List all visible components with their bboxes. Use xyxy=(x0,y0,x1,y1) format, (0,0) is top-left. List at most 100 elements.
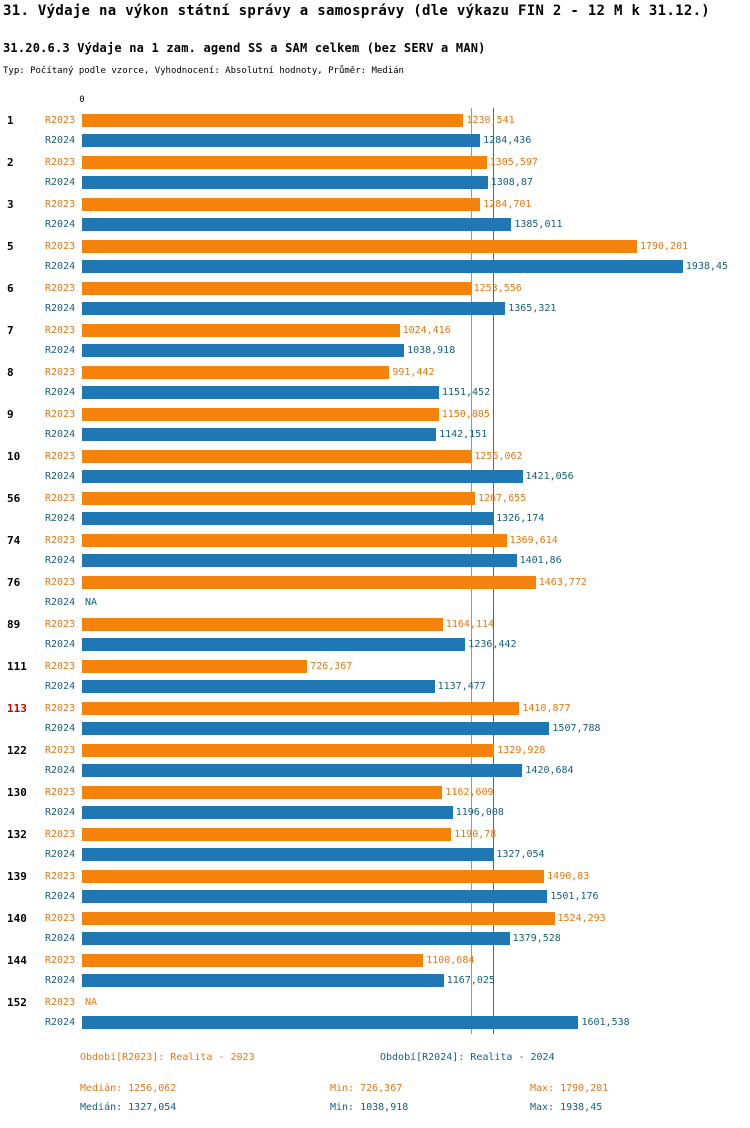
bar-value-label: 1100,684 xyxy=(426,954,475,966)
bar-track: 1507,788 xyxy=(82,721,702,735)
bar-track: 1421,056 xyxy=(82,469,702,483)
series-label-r2023: R2023 xyxy=(45,912,76,924)
bar-value-label: 1308,87 xyxy=(490,176,533,188)
bar-group: 139 R2023 1490,83 R2024 1501,176 xyxy=(0,866,750,906)
bar-group: 5 R2023 1790,201 R2024 1938,45 xyxy=(0,236,750,276)
series-label-r2024: R2024 xyxy=(45,554,76,566)
bar-value-label: 1401,86 xyxy=(519,554,562,566)
bar-track: 1190,78 xyxy=(82,827,702,841)
bar-value-label: 1369,614 xyxy=(509,534,558,546)
bar-track: 1490,83 xyxy=(82,869,702,883)
bar-track: 1253,556 xyxy=(82,281,702,295)
series-label-r2024: R2024 xyxy=(45,974,76,986)
bar-group: 152 R2023 NA R2024 1601,538 xyxy=(0,992,750,1032)
bar-track: 1385,011 xyxy=(82,217,702,231)
group-id: 5 xyxy=(7,239,14,253)
bar-r2023 xyxy=(82,239,637,253)
bar-row-r2024: R2024 1038,918 xyxy=(0,340,750,360)
bar-r2023 xyxy=(82,743,495,757)
stat-median-r2023: Medián: 1256,062 xyxy=(80,1083,177,1094)
group-id: 76 xyxy=(7,575,21,589)
bar-groups: 1 R2023 1230,541 R2024 1284,436 2 R2023 1305,59… xyxy=(0,110,750,1032)
bar-group: 7 R2023 1024,416 R2024 1038,918 xyxy=(0,320,750,360)
bar-value-label: NA xyxy=(85,596,98,608)
bar-track: 1305,597 xyxy=(82,155,702,169)
bar-row-r2024: R2024 1501,176 xyxy=(0,886,750,906)
legend-r2024: Období[R2024]: Realita - 2024 xyxy=(380,1052,555,1063)
bar-r2023 xyxy=(82,785,443,799)
series-label-r2024: R2024 xyxy=(45,806,76,818)
bar-track: 1501,176 xyxy=(82,889,702,903)
group-id: 130 xyxy=(7,785,27,799)
bar-group: 6 R2023 1253,556 R2024 1365,321 xyxy=(0,278,750,318)
bar-row-r2023: 8 R2023 991,442 xyxy=(0,362,750,382)
series-label-r2023: R2023 xyxy=(45,408,76,420)
bar-r2023 xyxy=(82,113,464,127)
series-label-r2024: R2024 xyxy=(45,848,76,860)
group-id: 113 xyxy=(7,701,27,715)
series-label-r2023: R2023 xyxy=(45,576,76,588)
bar-value-label: 1938,45 xyxy=(685,260,729,272)
bar-value-label: 1167,025 xyxy=(446,974,495,986)
bar-value-label: 1253,556 xyxy=(473,282,522,294)
series-label-r2023: R2023 xyxy=(45,282,76,294)
bar-group: 140 R2023 1524,293 R2024 1379,528 xyxy=(0,908,750,948)
series-label-r2024: R2024 xyxy=(45,302,76,314)
bar-row-r2024: R2024 1385,011 xyxy=(0,214,750,234)
bar-row-r2023: 111 R2023 726,367 xyxy=(0,656,750,676)
series-label-r2023: R2023 xyxy=(45,366,76,378)
bar-value-label: 1463,772 xyxy=(538,576,587,588)
bar-group: 122 R2023 1329,928 R2024 1420,684 xyxy=(0,740,750,780)
bar-row-r2023: 130 R2023 1162,609 xyxy=(0,782,750,802)
group-id: 10 xyxy=(7,449,21,463)
bar-track: 1463,772 xyxy=(82,575,702,589)
report-subtitle: 31.20.6.3 Výdaje na 1 zam. agend SS a SA… xyxy=(3,41,486,55)
bar-value-label: 1196,008 xyxy=(455,806,504,818)
bar-value-label: 1524,293 xyxy=(557,912,606,924)
report-title: 31. Výdaje na výkon státní správy a samo… xyxy=(3,3,711,19)
bar-track: 1284,701 xyxy=(82,197,702,211)
group-id: 8 xyxy=(7,365,14,379)
series-label-r2023: R2023 xyxy=(45,828,76,840)
stat-min-r2024: Min: 1038,918 xyxy=(330,1102,409,1113)
series-label-r2024: R2024 xyxy=(45,386,76,398)
bar-value-label: 1326,174 xyxy=(496,512,545,524)
bar-r2024 xyxy=(82,175,488,189)
bar-r2023 xyxy=(82,659,308,673)
bar-row-r2023: 144 R2023 1100,684 xyxy=(0,950,750,970)
bar-row-r2023: 10 R2023 1256,062 xyxy=(0,446,750,466)
bar-r2023 xyxy=(82,449,472,463)
bar-row-r2024: R2024 1379,528 xyxy=(0,928,750,948)
bar-r2023 xyxy=(82,911,555,925)
series-label-r2024: R2024 xyxy=(45,596,76,608)
group-id: 9 xyxy=(7,407,14,421)
bar-track: 1308,87 xyxy=(82,175,702,189)
bar-value-label: 1256,062 xyxy=(474,450,523,462)
bar-track: 726,367 xyxy=(82,659,702,673)
bar-group: 130 R2023 1162,609 R2024 1196,008 xyxy=(0,782,750,822)
series-label-r2023: R2023 xyxy=(45,156,76,168)
bar-value-label: 1137,477 xyxy=(437,680,486,692)
bar-group: 144 R2023 1100,684 R2024 1167,025 xyxy=(0,950,750,990)
bar-value-label: 1236,442 xyxy=(468,638,517,650)
bar-group: 9 R2023 1150,805 R2024 1142,151 xyxy=(0,404,750,444)
series-label-r2024: R2024 xyxy=(45,1016,76,1028)
bar-row-r2023: 5 R2023 1790,201 xyxy=(0,236,750,256)
series-label-r2023: R2023 xyxy=(45,450,76,462)
bar-row-r2024: R2024 NA xyxy=(0,592,750,612)
bar-value-label: 1421,056 xyxy=(525,470,574,482)
bar-group: 2 R2023 1305,597 R2024 1308,87 xyxy=(0,152,750,192)
bar-row-r2023: 7 R2023 1024,416 xyxy=(0,320,750,340)
series-label-r2023: R2023 xyxy=(45,198,76,210)
group-id: 3 xyxy=(7,197,14,211)
bar-row-r2023: 9 R2023 1150,805 xyxy=(0,404,750,424)
series-label-r2023: R2023 xyxy=(45,954,76,966)
bar-r2023 xyxy=(82,323,400,337)
series-label-r2024: R2024 xyxy=(45,176,76,188)
series-label-r2024: R2024 xyxy=(45,428,76,440)
bar-track: 1167,025 xyxy=(82,973,702,987)
bar-value-label: 726,367 xyxy=(310,660,353,672)
bar-row-r2024: R2024 1601,538 xyxy=(0,1012,750,1032)
bar-track: 991,442 xyxy=(82,365,702,379)
bar-row-r2023: 140 R2023 1524,293 xyxy=(0,908,750,928)
